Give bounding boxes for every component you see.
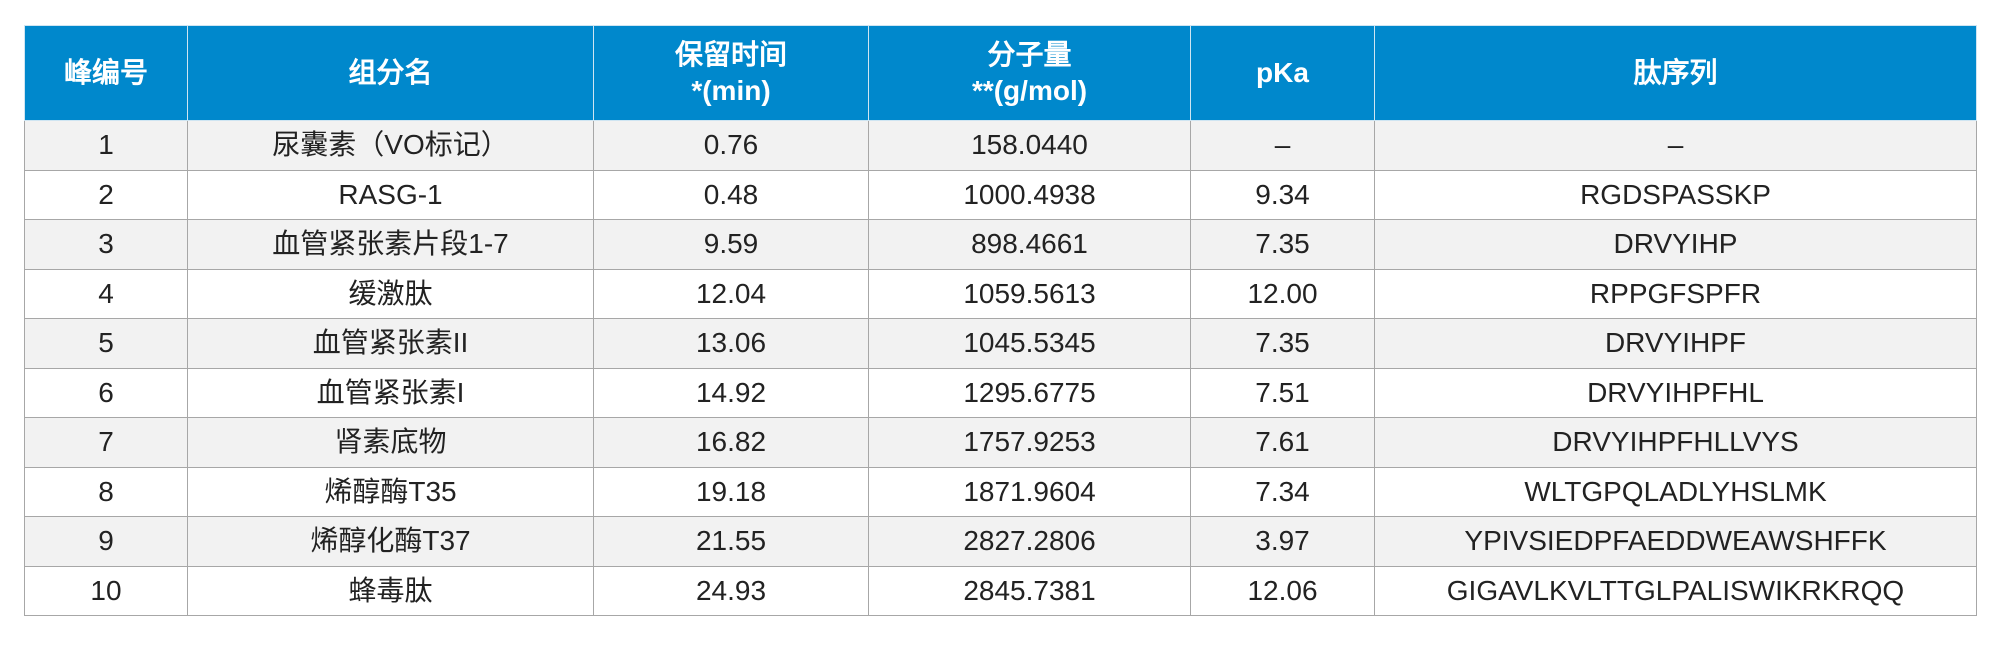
- cell-retention-time: 19.18: [593, 466, 869, 517]
- cell-peptide-sequence: DRVYIHPFHLLVYS: [1374, 417, 1977, 468]
- header-text: 组分名: [348, 57, 433, 88]
- cell-component-name: RASG-1: [187, 169, 594, 220]
- cell-pka: 7.61: [1190, 417, 1375, 468]
- cell-retention-time: 16.82: [593, 417, 869, 468]
- cell-retention-time: 12.04: [593, 268, 869, 319]
- cell-retention-time: 21.55: [593, 516, 869, 567]
- cell-peptide-sequence: DRVYIHPF: [1374, 318, 1977, 369]
- table-row: 3 血管紧张素片段1-7 9.59 898.4661 7.35 DRVYIHP: [24, 219, 1977, 270]
- cell-peptide-sequence: WLTGPQLADLYHSLMK: [1374, 466, 1977, 517]
- cell-retention-time: 14.92: [593, 367, 869, 418]
- header-text: pKa: [1256, 57, 1309, 88]
- cell-molecular-weight: 2845.7381: [868, 565, 1191, 616]
- cell-component-name: 血管紧张素II: [187, 318, 594, 369]
- cell-molecular-weight: 1757.9253: [868, 417, 1191, 468]
- cell-peptide-sequence: GIGAVLKVLTTGLPALISWIKRKRQQ: [1374, 565, 1977, 616]
- table-row: 7 肾素底物 16.82 1757.9253 7.61 DRVYIHPFHLLV…: [24, 417, 1977, 468]
- cell-peak-number: 2: [24, 169, 188, 220]
- cell-peak-number: 6: [24, 367, 188, 418]
- header-text: 保留时间: [674, 39, 787, 70]
- cell-pka: 7.35: [1190, 318, 1375, 369]
- cell-component-name: 烯醇化酶T37: [187, 516, 594, 567]
- cell-molecular-weight: 158.0440: [868, 120, 1191, 171]
- cell-peak-number: 8: [24, 466, 188, 517]
- table-row: 8 烯醇酶T35 19.18 1871.9604 7.34 WLTGPQLADL…: [24, 466, 1977, 517]
- cell-peptide-sequence: –: [1374, 120, 1977, 171]
- table-row: 9 烯醇化酶T37 21.55 2827.2806 3.97 YPIVSIEDP…: [24, 516, 1977, 567]
- cell-molecular-weight: 1000.4938: [868, 169, 1191, 220]
- header-peak-number: 峰编号: [24, 25, 188, 121]
- table-row: 1 尿囊素（VO标记） 0.76 158.0440 – –: [24, 120, 1977, 171]
- cell-molecular-weight: 1045.5345: [868, 318, 1191, 369]
- header-pka: pKa: [1190, 25, 1375, 121]
- data-table-container: 峰编号 组分名 保留时间 *(min) 分子量 **(g/mol) pKa 肽序: [24, 25, 1977, 616]
- table-row: 6 血管紧张素I 14.92 1295.6775 7.51 DRVYIHPFHL: [24, 367, 1977, 418]
- cell-pka: 9.34: [1190, 169, 1375, 220]
- table-row: 10 蜂毒肽 24.93 2845.7381 12.06 GIGAVLKVLTT…: [24, 565, 1977, 616]
- header-retention-time: 保留时间 *(min): [593, 25, 869, 121]
- cell-component-name: 血管紧张素I: [187, 367, 594, 418]
- header-component-name: 组分名: [187, 25, 594, 121]
- header-unit: *(min): [691, 75, 771, 106]
- header-text: 峰编号: [63, 57, 148, 88]
- cell-component-name: 缓激肽: [187, 268, 594, 319]
- cell-pka: 7.51: [1190, 367, 1375, 418]
- cell-peptide-sequence: DRVYIHP: [1374, 219, 1977, 270]
- cell-retention-time: 0.76: [593, 120, 869, 171]
- cell-pka: 3.97: [1190, 516, 1375, 567]
- header-peptide-sequence: 肽序列: [1374, 25, 1977, 121]
- cell-component-name: 尿囊素（VO标记）: [187, 120, 594, 171]
- cell-retention-time: 0.48: [593, 169, 869, 220]
- cell-component-name: 血管紧张素片段1-7: [187, 219, 594, 270]
- cell-peptide-sequence: YPIVSIEDPFAEDDWEAWSHFFK: [1374, 516, 1977, 567]
- table-row: 5 血管紧张素II 13.06 1045.5345 7.35 DRVYIHPF: [24, 318, 1977, 369]
- header-text: 肽序列: [1633, 57, 1718, 88]
- cell-molecular-weight: 898.4661: [868, 219, 1191, 270]
- cell-peak-number: 4: [24, 268, 188, 319]
- cell-component-name: 肾素底物: [187, 417, 594, 468]
- cell-peak-number: 3: [24, 219, 188, 270]
- cell-retention-time: 13.06: [593, 318, 869, 369]
- cell-pka: 12.00: [1190, 268, 1375, 319]
- cell-peak-number: 7: [24, 417, 188, 468]
- cell-molecular-weight: 1059.5613: [868, 268, 1191, 319]
- table-row: 2 RASG-1 0.48 1000.4938 9.34 RGDSPASSKP: [24, 169, 1977, 220]
- table-row: 4 缓激肽 12.04 1059.5613 12.00 RPPGFSPFR: [24, 268, 1977, 319]
- cell-peak-number: 5: [24, 318, 188, 369]
- cell-molecular-weight: 1295.6775: [868, 367, 1191, 418]
- cell-peak-number: 9: [24, 516, 188, 567]
- header-row: 峰编号 组分名 保留时间 *(min) 分子量 **(g/mol) pKa 肽序: [24, 25, 1977, 121]
- cell-retention-time: 24.93: [593, 565, 869, 616]
- cell-retention-time: 9.59: [593, 219, 869, 270]
- cell-molecular-weight: 1871.9604: [868, 466, 1191, 517]
- cell-molecular-weight: 2827.2806: [868, 516, 1191, 567]
- header-molecular-weight: 分子量 **(g/mol): [868, 25, 1191, 121]
- header-text: 分子量: [987, 39, 1072, 70]
- header-unit: **(g/mol): [971, 75, 1088, 106]
- cell-pka: 12.06: [1190, 565, 1375, 616]
- cell-peptide-sequence: RPPGFSPFR: [1374, 268, 1977, 319]
- cell-pka: 7.35: [1190, 219, 1375, 270]
- cell-component-name: 蜂毒肽: [187, 565, 594, 616]
- cell-pka: 7.34: [1190, 466, 1375, 517]
- cell-pka: –: [1190, 120, 1375, 171]
- cell-peak-number: 1: [24, 120, 188, 171]
- cell-component-name: 烯醇酶T35: [187, 466, 594, 517]
- cell-peak-number: 10: [24, 565, 188, 616]
- cell-peptide-sequence: RGDSPASSKP: [1374, 169, 1977, 220]
- peptide-table: 峰编号 组分名 保留时间 *(min) 分子量 **(g/mol) pKa 肽序: [24, 25, 1977, 616]
- cell-peptide-sequence: DRVYIHPFHL: [1374, 367, 1977, 418]
